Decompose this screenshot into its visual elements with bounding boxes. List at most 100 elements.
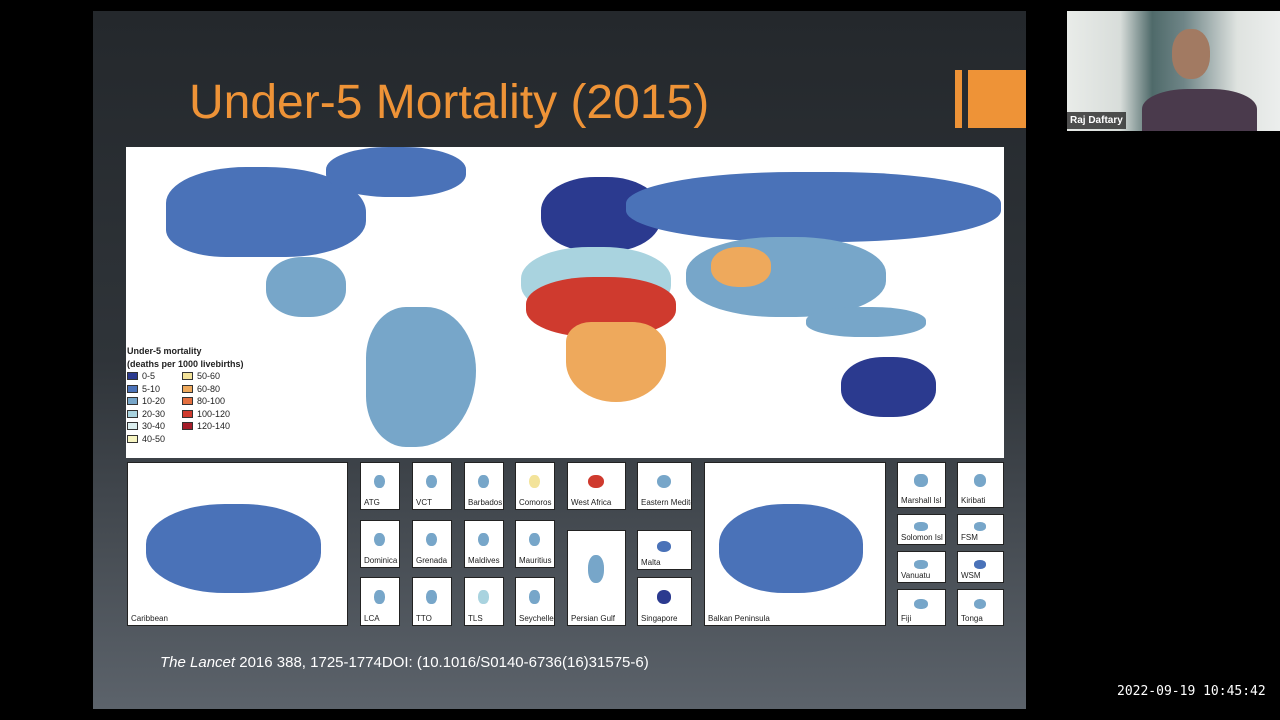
legend-label: 80-100 — [197, 396, 226, 406]
legend-swatch — [182, 422, 193, 431]
inset-landmass — [374, 589, 385, 604]
inset-map-balkan-peninsula: Balkan Peninsula — [704, 462, 886, 626]
inset-label: Malta — [641, 558, 661, 567]
legend-item: 30-40 — [127, 420, 182, 433]
inset-map-malta: Malta — [637, 530, 692, 570]
inset-landmass — [587, 554, 604, 583]
legend-swatch — [127, 397, 138, 406]
inset-landmass — [426, 532, 437, 547]
legend-label: 100-120 — [197, 408, 231, 419]
inset-label: ATG — [364, 498, 380, 507]
inset-label: West Africa — [571, 498, 612, 507]
inset-map-atg: ATG — [360, 462, 400, 510]
inset-label: Tonga — [961, 614, 983, 623]
legend-swatch — [127, 372, 138, 381]
inset-map-fiji: Fiji — [897, 589, 946, 626]
inset-label: Singapore — [641, 614, 678, 623]
inset-label: Balkan Peninsula — [708, 614, 770, 623]
inset-label: Persian Gulf — [571, 614, 616, 623]
legend-item: 50-60 — [182, 370, 252, 383]
inset-map-barbados: Barbados — [464, 462, 504, 510]
inset-label: Kiribati — [961, 496, 986, 505]
inset-label: Eastern Mediterranean — [641, 498, 691, 507]
world-mortality-map: Under-5 mortality (deaths per 1000 liveb… — [126, 147, 1004, 458]
inset-landmass — [973, 598, 987, 610]
inset-map-wsm: WSM — [957, 551, 1004, 583]
citation: The Lancet 2016 388, 1725-1774DOI: (10.1… — [160, 654, 649, 671]
region-russia — [626, 172, 1001, 242]
inset-landmass — [529, 474, 540, 489]
inset-map-comoros: Comoros — [515, 462, 555, 510]
inset-label: Comoros — [519, 498, 552, 507]
legend-title: Under-5 mortality — [127, 346, 202, 356]
inset-map-lca: LCA — [360, 577, 400, 626]
inset-landmass — [973, 474, 987, 488]
inset-map-tto: TTO — [412, 577, 452, 626]
inset-label: Barbados — [468, 498, 503, 507]
inset-label: Seychelles — [519, 614, 554, 623]
slide-title: Under-5 Mortality (2015) — [189, 76, 710, 129]
legend-item: 0-5 — [127, 370, 182, 383]
inset-label: Solomon Isl — [901, 533, 943, 542]
inset-landmass — [478, 474, 489, 489]
inset-label: Vanuatu — [901, 571, 931, 580]
inset-landmass — [973, 559, 987, 569]
inset-landmass — [656, 540, 672, 552]
inset-landmass — [529, 532, 540, 547]
legend-item: 20-30 — [127, 408, 182, 421]
inset-map-caribbean: Caribbean — [127, 462, 348, 626]
inset-landmass — [973, 522, 987, 531]
legend-item: 100-120 — [182, 408, 252, 421]
citation-details: 2016 388, 1725-1774DOI: (10.1016/S0140-6… — [235, 654, 649, 671]
inset-landmass — [426, 474, 437, 489]
inset-map-dominica: Dominica — [360, 520, 400, 568]
inset-label: WSM — [961, 571, 981, 580]
legend-swatch — [182, 384, 193, 393]
region-indonesia — [806, 307, 926, 337]
inset-landmass — [145, 503, 321, 593]
legend-item: 40-50 — [127, 433, 182, 446]
legend-swatch — [127, 422, 138, 431]
participant-face — [1172, 29, 1210, 79]
inset-map-tonga: Tonga — [957, 589, 1004, 626]
inset-map-vct: VCT — [412, 462, 452, 510]
participant-shirt — [1142, 89, 1257, 131]
inset-landmass — [426, 589, 437, 604]
inset-map-vanuatu: Vanuatu — [897, 551, 946, 583]
inset-landmass — [914, 598, 928, 610]
inset-landmass — [374, 532, 385, 547]
legend-label: 40-50 — [142, 433, 166, 444]
inset-landmass — [914, 474, 928, 488]
decorative-block — [968, 70, 1026, 128]
legend-swatch — [127, 434, 138, 443]
presentation-slide: Under-5 Mortality (2015) Under-5 mortali… — [93, 11, 1026, 709]
legend-swatch — [182, 372, 193, 381]
inset-map-eastern-mediterranean: Eastern Mediterranean — [637, 462, 692, 510]
inset-landmass — [656, 589, 672, 604]
legend-swatch — [127, 384, 138, 393]
inset-landmass — [374, 474, 385, 489]
legend-label: 20-30 — [142, 408, 166, 419]
region-south-america — [366, 307, 476, 447]
inset-map-singapore: Singapore — [637, 577, 692, 626]
legend-label: 0-5 — [142, 371, 156, 381]
inset-landmass — [914, 522, 928, 531]
inset-map-marshall-isl: Marshall Isl — [897, 462, 946, 508]
legend-label: 120-140 — [197, 421, 231, 431]
inset-map-solomon-isl: Solomon Isl — [897, 514, 946, 545]
inset-label: VCT — [416, 498, 432, 507]
inset-label: Marshall Isl — [901, 496, 942, 505]
inset-map-mauritius: Mauritius — [515, 520, 555, 568]
legend-item: 60-80 — [182, 383, 252, 396]
inset-label: TTO — [416, 614, 432, 623]
legend-swatch — [127, 409, 138, 418]
map-legend: Under-5 mortality (deaths per 1000 liveb… — [127, 345, 252, 445]
legend-label: 50-60 — [197, 371, 221, 381]
legend-label: 30-40 — [142, 421, 166, 431]
region-greenland — [326, 147, 466, 197]
citation-journal: The Lancet — [160, 654, 236, 671]
decorative-bar — [955, 70, 962, 128]
inset-landmass — [478, 589, 489, 604]
webcam-video: Raj Daftary — [1067, 11, 1280, 131]
inset-map-tls: TLS — [464, 577, 504, 626]
